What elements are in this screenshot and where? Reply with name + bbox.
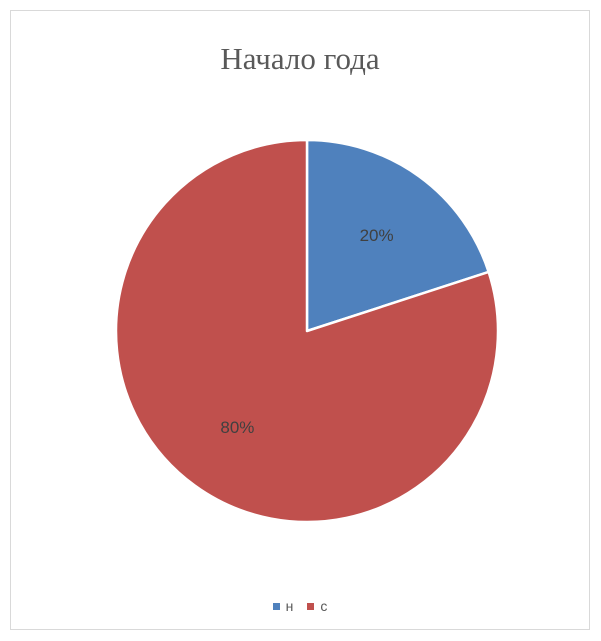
chart-title: Начало года [220,41,380,76]
legend-item-n: н [272,598,294,614]
legend-item-s: с [307,598,327,614]
legend-label-n: н [285,598,294,614]
data-label-1: 80% [220,418,254,437]
chart-area: Начало года 20% 80% н с [10,10,590,630]
legend-swatch-n [272,602,280,610]
pie-data-labels: 20% 80% [220,226,393,437]
pie-slice-0 [305,138,490,333]
legend-label-s: с [320,598,328,614]
pie-slices [114,138,500,524]
pie-chart: 20% 80% [114,138,500,524]
pie-slice-1 [114,138,500,524]
data-label-0: 20% [360,226,394,245]
chart-legend: н с [11,598,589,614]
legend-swatch-s [307,602,315,610]
